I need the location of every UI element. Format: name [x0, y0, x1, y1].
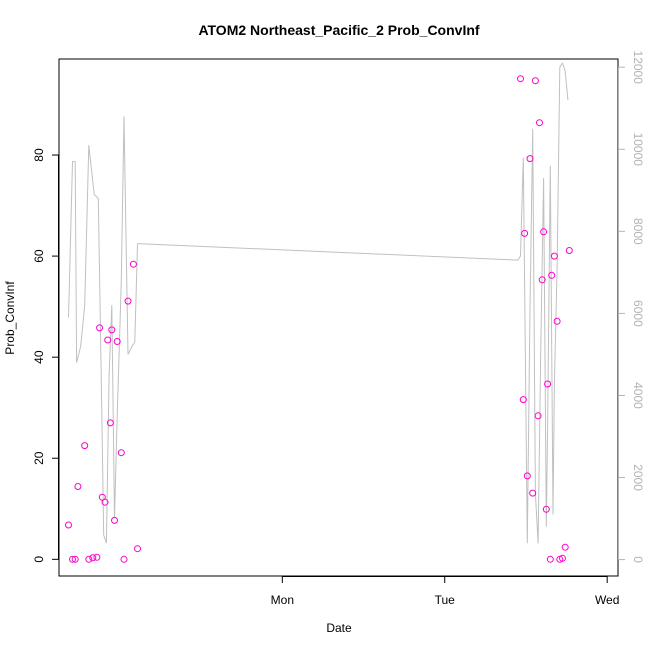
data-point [544, 380, 552, 388]
data-point [81, 442, 89, 450]
data-point [559, 554, 566, 562]
data-point [74, 483, 82, 490]
data-point [111, 516, 118, 524]
data-point [101, 498, 109, 506]
data-point [561, 543, 569, 551]
right-axis-line-series [68, 61, 569, 544]
data-point [521, 229, 529, 237]
y2-tick-label: 6000 [631, 300, 645, 327]
data-point [96, 324, 104, 332]
y2-axis: 0 2000 4000 6000 8000 10000 12000 [618, 51, 645, 563]
chart-title: ATOM2 Northeast_Pacific_2 Prob_ConvInf [198, 22, 479, 38]
data-point [540, 228, 548, 236]
data-point [120, 555, 128, 563]
data-point [536, 119, 543, 127]
data-point [517, 75, 524, 83]
data-point [113, 338, 121, 345]
x-tick-label: Wed [595, 593, 619, 607]
data-point [531, 77, 539, 85]
data-point [104, 336, 112, 344]
data-point [71, 555, 79, 563]
y-tick-label: 80 [32, 148, 46, 162]
y-tick-label: 40 [32, 350, 46, 364]
data-point [550, 252, 558, 260]
data-point [85, 555, 93, 563]
y2-tick-label: 8000 [631, 218, 645, 245]
data-point [108, 326, 116, 334]
y-tick-label: 20 [32, 451, 46, 465]
y2-tick-label: 10000 [631, 133, 645, 167]
data-point [534, 412, 542, 420]
data-point [529, 489, 537, 497]
data-point [546, 555, 554, 563]
data-point [65, 521, 72, 529]
y-axis-label: Prob_ConvInf [3, 281, 17, 355]
y-axis: 0 20 40 60 80 [32, 148, 59, 563]
line-segment [137, 61, 569, 544]
data-point [69, 555, 76, 563]
data-point [93, 553, 101, 561]
data-point [134, 545, 141, 553]
y2-tick-label: 0 [631, 556, 645, 563]
data-point [89, 554, 97, 562]
data-point [129, 260, 137, 268]
x-tick-label: Mon [271, 593, 294, 607]
y2-tick-label: 2000 [631, 464, 645, 491]
data-point [519, 396, 527, 404]
x-axis-label: Date [326, 621, 352, 635]
y-tick-label: 0 [32, 556, 46, 563]
y2-tick-label: 4000 [631, 382, 645, 409]
data-point [117, 449, 125, 457]
data-point [553, 317, 561, 325]
y-tick-label: 60 [32, 249, 46, 263]
data-point [526, 155, 534, 163]
point-series [65, 75, 573, 563]
x-tick-label: Tue [435, 593, 456, 607]
data-point [538, 276, 546, 284]
x-axis: Mon Tue Wed [271, 576, 619, 607]
data-point [548, 271, 556, 279]
y2-tick-label: 12000 [631, 51, 645, 85]
data-point [565, 247, 573, 254]
data-point [124, 297, 132, 305]
data-point [542, 505, 550, 513]
line-segment [68, 116, 138, 544]
data-point [523, 472, 531, 480]
data-point [106, 419, 114, 427]
